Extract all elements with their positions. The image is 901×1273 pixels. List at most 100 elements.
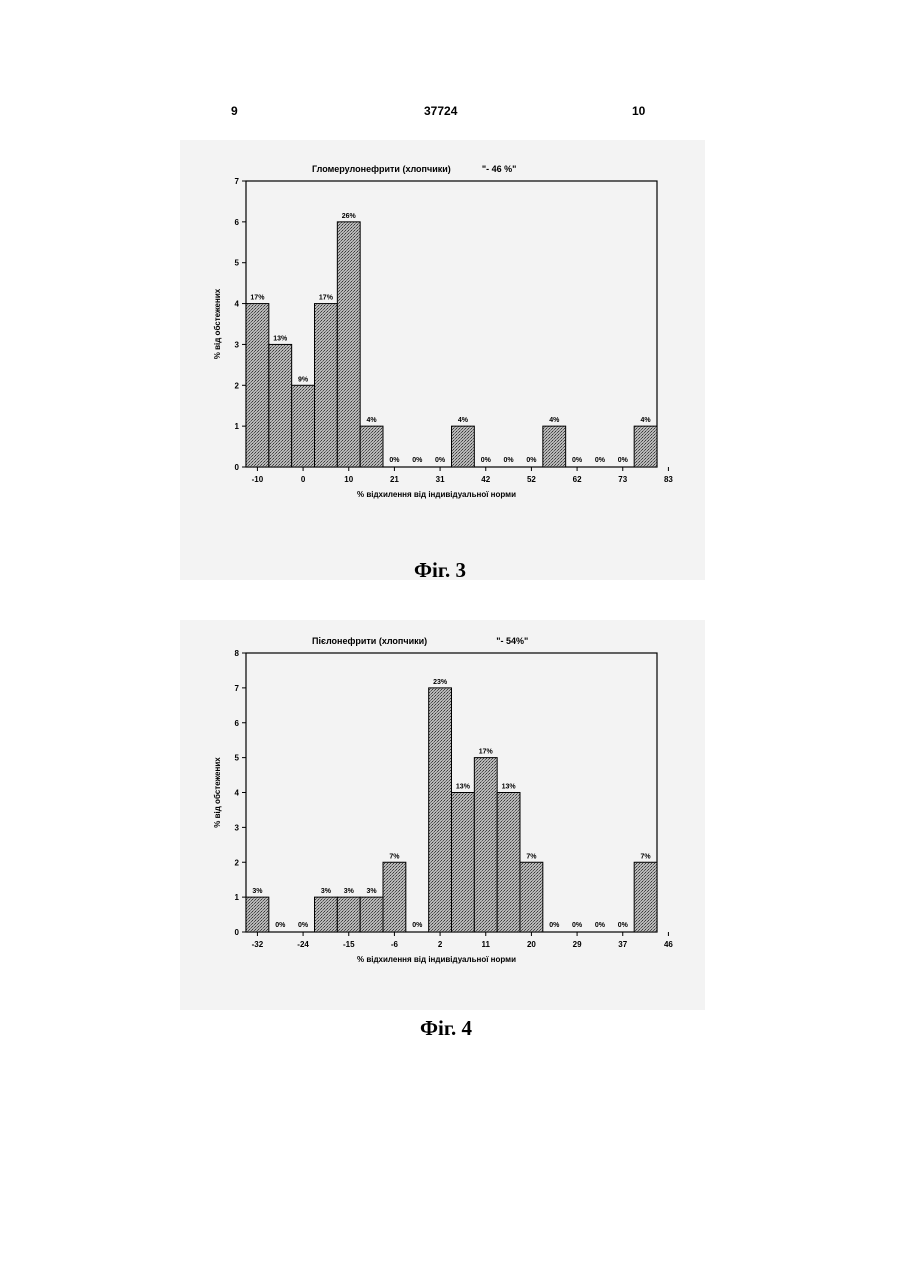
bar-value-label: 7% [526, 853, 537, 860]
y-tick-label: 3 [235, 340, 240, 349]
y-tick-label: 0 [235, 463, 240, 472]
y-axis-label: % від обстежених [213, 288, 222, 359]
bar [452, 426, 475, 467]
bar-value-label: 13% [502, 784, 517, 791]
bar [337, 897, 360, 932]
bar [383, 862, 406, 932]
bar-value-label: 13% [456, 784, 471, 791]
figure-caption-3: Фіг. 3 [414, 558, 466, 583]
x-tick-label: 29 [573, 940, 582, 949]
figure-3-chart: Гломерулонефрити (хлопчики) "- 46 %" 012… [180, 140, 705, 580]
bar [360, 426, 383, 467]
histogram-svg: 0123456717%13%9%17%26%4%0%0%0%4%0%0%0%4%… [180, 140, 705, 580]
x-axis-label: % відхилення від індивідуальної норми [357, 955, 516, 964]
y-axis-label: % від обстежених [213, 757, 222, 828]
x-tick-label: 83 [664, 475, 673, 484]
bar [520, 862, 543, 932]
bar-value-label: 9% [298, 376, 309, 383]
bar [634, 862, 657, 932]
bar-value-label: 0% [595, 457, 606, 464]
x-tick-label: 31 [436, 475, 445, 484]
bar-value-label: 4% [367, 417, 378, 424]
bar-value-label: 17% [319, 295, 334, 302]
bar-value-label: 0% [298, 922, 309, 929]
bar [497, 793, 520, 933]
bar [452, 793, 475, 933]
bar-value-label: 0% [618, 457, 629, 464]
bar [315, 304, 338, 467]
bar-value-label: 3% [344, 888, 355, 895]
bar [543, 426, 566, 467]
bar [315, 897, 338, 932]
y-tick-label: 1 [235, 893, 240, 902]
bar-value-label: 4% [458, 417, 469, 424]
bar-value-label: 0% [389, 457, 400, 464]
y-tick-label: 2 [235, 381, 240, 390]
figure-caption-4: Фіг. 4 [420, 1016, 472, 1041]
x-axis-label: % відхилення від індивідуальної норми [357, 490, 516, 499]
bar-value-label: 0% [526, 457, 537, 464]
y-tick-label: 2 [235, 858, 240, 867]
x-tick-label: 52 [527, 475, 536, 484]
y-tick-label: 6 [235, 218, 240, 227]
y-tick-label: 8 [235, 649, 240, 658]
bar-value-label: 17% [479, 749, 494, 756]
x-tick-label: -10 [252, 475, 264, 484]
y-tick-label: 7 [235, 684, 240, 693]
x-tick-label: 11 [482, 940, 491, 949]
bar-value-label: 0% [618, 922, 629, 929]
bar-value-label: 7% [641, 853, 652, 860]
bar-value-label: 0% [595, 922, 606, 929]
bar-value-label: 26% [342, 213, 357, 220]
bar-value-label: 0% [275, 922, 286, 929]
y-tick-label: 7 [235, 177, 240, 186]
bar [337, 222, 360, 467]
bar-value-label: 3% [252, 888, 263, 895]
bar [429, 688, 452, 932]
bar [634, 426, 657, 467]
bar-value-label: 3% [367, 888, 378, 895]
x-tick-label: 42 [481, 475, 490, 484]
bar-value-label: 3% [321, 888, 332, 895]
page-number-right: 10 [632, 104, 645, 118]
bar-value-label: 0% [504, 457, 515, 464]
bar [269, 344, 292, 467]
x-tick-label: 73 [618, 475, 627, 484]
bar [246, 897, 269, 932]
bar [474, 758, 497, 932]
y-tick-label: 5 [235, 259, 240, 268]
bar-value-label: 0% [435, 457, 446, 464]
bar-value-label: 0% [412, 457, 423, 464]
histogram-svg: 0123456783%0%0%3%3%3%7%0%23%13%17%13%7%0… [180, 620, 705, 1010]
bar-value-label: 0% [549, 922, 560, 929]
bar-value-label: 0% [412, 922, 423, 929]
figure-4-chart: Пієлонефрити (хлопчики) "- 54%" 01234567… [180, 620, 705, 1010]
bar [292, 385, 315, 467]
x-tick-label: 37 [618, 940, 627, 949]
bar-value-label: 0% [481, 457, 492, 464]
bar [246, 304, 269, 467]
bar-value-label: 0% [572, 922, 583, 929]
x-tick-label: -24 [297, 940, 309, 949]
bar-value-label: 0% [572, 457, 583, 464]
bar-value-label: 23% [433, 679, 448, 686]
x-tick-label: 21 [390, 475, 399, 484]
bar-value-label: 4% [641, 417, 652, 424]
patent-number: 37724 [424, 104, 457, 118]
x-tick-label: 0 [301, 475, 306, 484]
x-tick-label: 62 [573, 475, 582, 484]
y-tick-label: 4 [235, 789, 240, 798]
x-tick-label: 10 [344, 475, 353, 484]
page-number-left: 9 [231, 104, 238, 118]
y-tick-label: 1 [235, 422, 240, 431]
x-tick-label: -6 [391, 940, 399, 949]
bar [360, 897, 383, 932]
y-tick-label: 5 [235, 754, 240, 763]
bar-value-label: 4% [549, 417, 560, 424]
x-tick-label: -15 [343, 940, 355, 949]
y-tick-label: 6 [235, 719, 240, 728]
bar-value-label: 7% [389, 853, 400, 860]
x-tick-label: -32 [252, 940, 264, 949]
y-tick-label: 0 [235, 928, 240, 937]
x-tick-label: 20 [527, 940, 536, 949]
